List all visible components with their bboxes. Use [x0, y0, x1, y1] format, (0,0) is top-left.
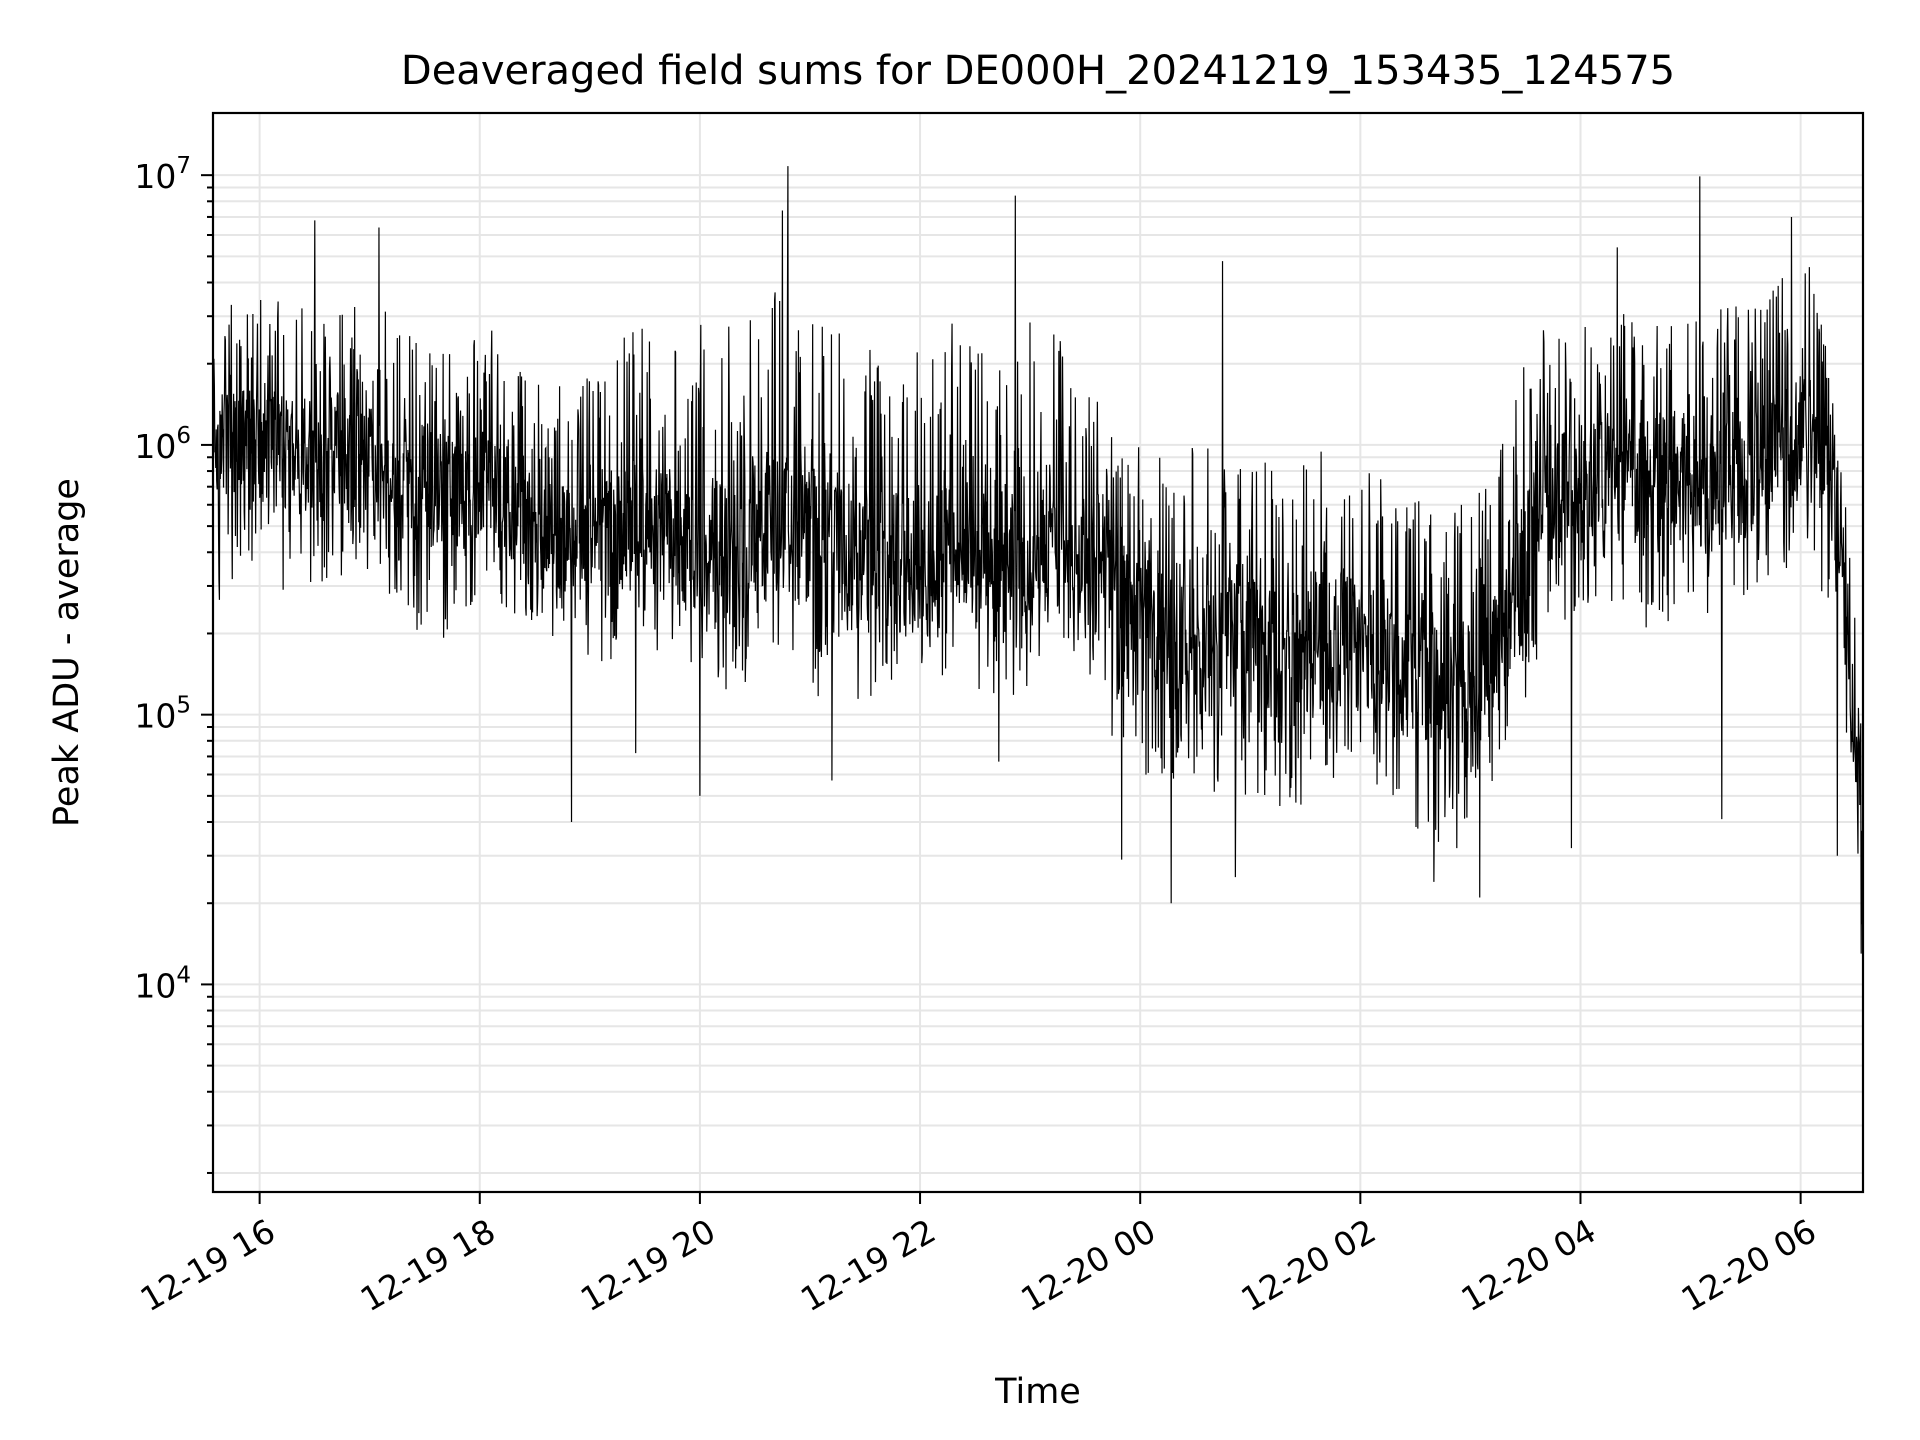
y-tick-label: 107: [134, 153, 191, 196]
chart-title: Deaveraged field sums for DE000H_2024121…: [401, 48, 1675, 94]
y-tick-label: 104: [134, 962, 191, 1005]
y-axis-label: Peak ADU - average: [47, 478, 87, 827]
plot-frame: [211, 111, 1865, 1194]
x-axis-label: Time: [994, 1372, 1081, 1412]
plot-area: [213, 166, 1863, 954]
y-tick-label: 106: [134, 423, 191, 466]
series-line: [213, 166, 1863, 954]
y-tick-label: 105: [134, 693, 191, 736]
